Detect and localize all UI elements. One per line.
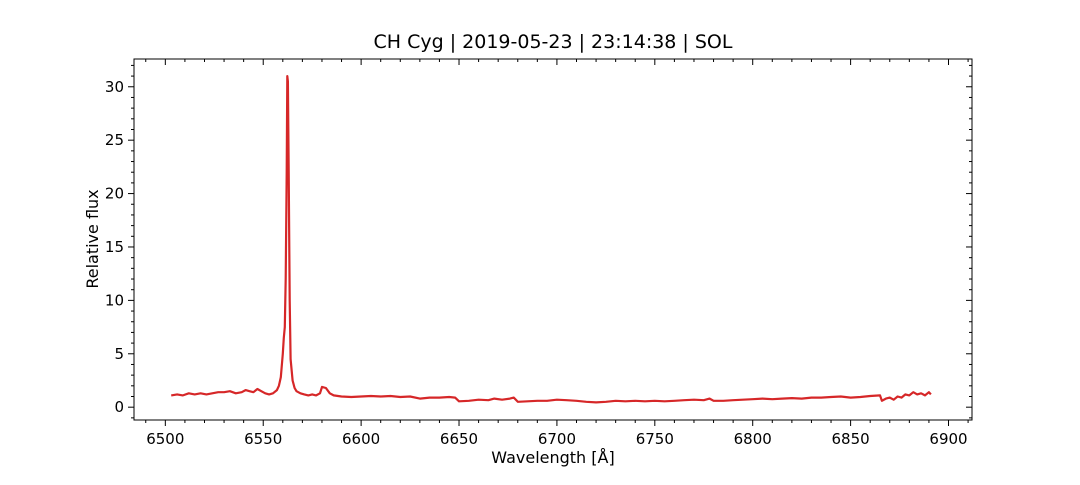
plot-frame (133, 58, 973, 421)
x-tick-label: 6550 (244, 430, 282, 448)
spectrum-line (171, 74, 932, 404)
x-tick-label: 6850 (832, 430, 870, 448)
y-tick-label: 30 (105, 78, 124, 96)
y-tick-label: 10 (105, 291, 124, 309)
x-tick-label: 6700 (538, 430, 576, 448)
chart-title: CH Cyg | 2019-05-23 | 23:14:38 | SOL (374, 31, 733, 53)
x-tick-label: 6750 (636, 430, 674, 448)
y-tick-label: 5 (114, 345, 124, 363)
x-tick-label: 6650 (440, 430, 478, 448)
y-tick-label: 25 (105, 131, 124, 149)
x-tick-label: 6900 (929, 430, 967, 448)
y-tick-label: 0 (114, 398, 124, 416)
x-tick-label: 6500 (146, 430, 184, 448)
y-tick-label: 15 (105, 238, 124, 256)
y-axis-label: Relative flux (83, 189, 102, 288)
x-tick-label: 6800 (734, 430, 772, 448)
plot-area: 6500 6550 6600 6650 6700 6750 6800 6850 6900 0 5 10… (105, 58, 973, 448)
x-axis-label: Wavelength [Å] (491, 448, 614, 467)
y-tick-label: 20 (105, 185, 124, 203)
x-tick-label: 6600 (342, 430, 380, 448)
